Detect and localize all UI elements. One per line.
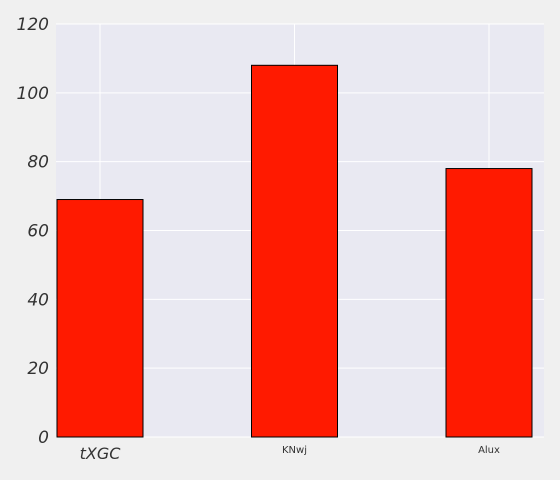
x-axis-tick-labels: tXGC KNwj Alux	[80, 444, 500, 463]
y-tick-label: 80	[27, 153, 49, 173]
x-tick-label: tXGC	[80, 444, 122, 463]
y-tick-label: 20	[27, 359, 49, 379]
x-tick-label: KNwj	[282, 445, 307, 456]
y-tick-label: 120	[17, 15, 49, 35]
y-tick-label: 100	[17, 84, 49, 104]
x-tick-label: Alux	[478, 445, 500, 456]
bar-KNwj	[251, 64, 338, 438]
y-tick-label: 40	[27, 290, 49, 310]
bar-Alux	[445, 168, 533, 438]
y-tick-label: 0	[38, 428, 49, 448]
bars	[56, 64, 533, 438]
y-tick-label: 60	[27, 222, 49, 242]
y-axis-tick-labels: 0 20 40 60 80 100 120	[17, 15, 49, 448]
bar-tXGC	[56, 199, 144, 438]
